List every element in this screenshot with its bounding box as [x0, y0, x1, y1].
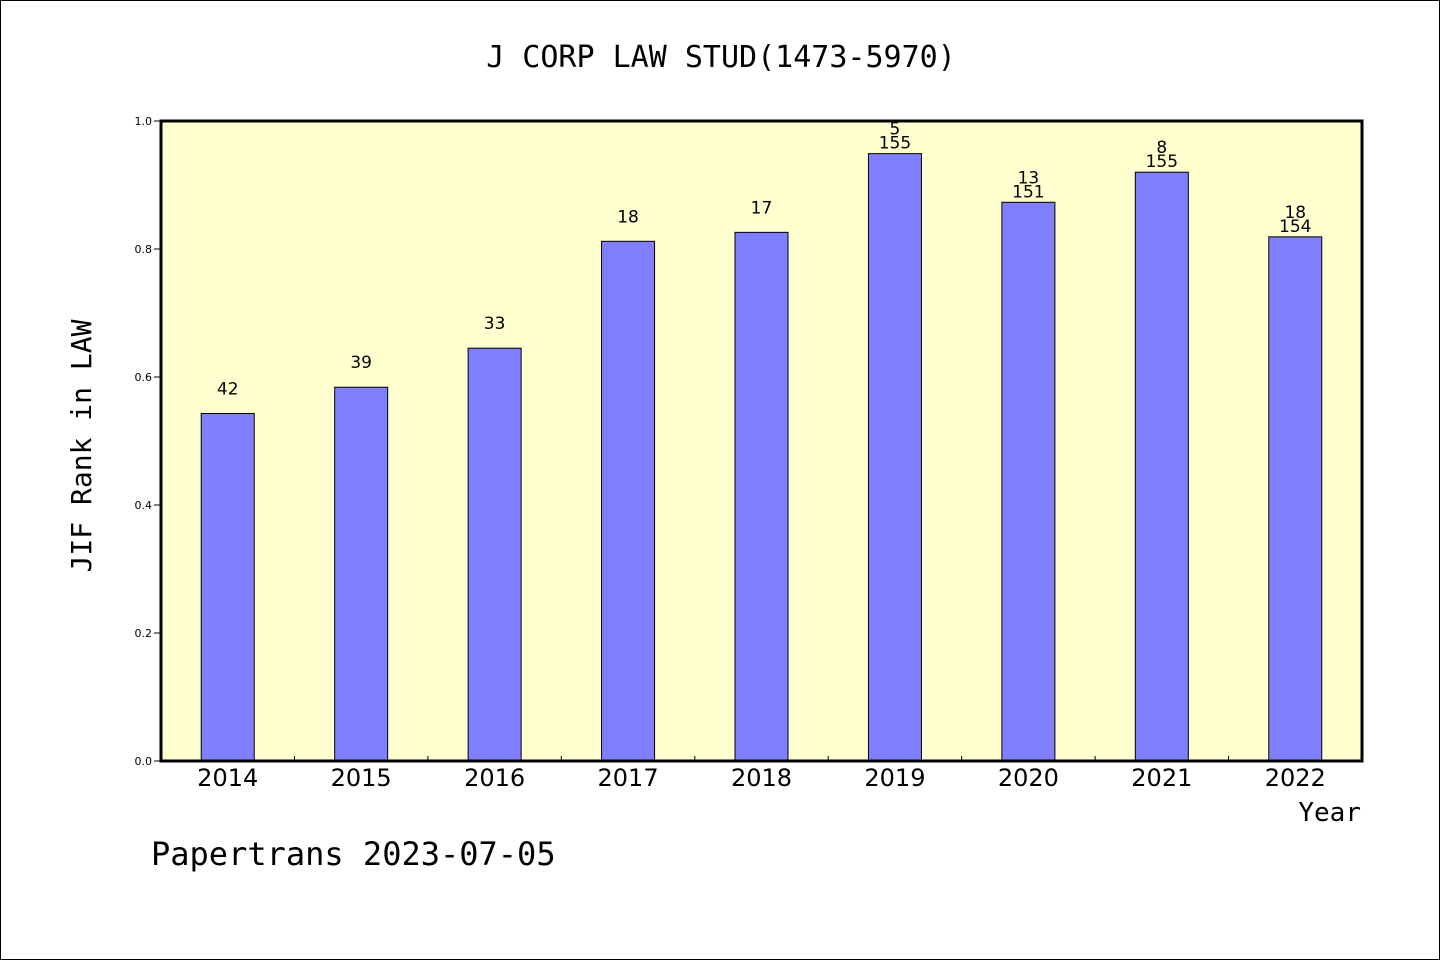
bar-2022 — [1268, 236, 1323, 762]
bar-label-rank-2015: 39 — [350, 353, 372, 373]
bar-2015 — [334, 386, 389, 762]
x-tick-label-2014: 2014 — [197, 764, 258, 792]
bar-label-rank-2022: 18 — [1284, 203, 1306, 223]
bar-2018 — [734, 231, 789, 762]
bar-2016 — [467, 347, 522, 762]
bar-label-rank-2017: 18 — [617, 207, 639, 227]
bar-label-rank-2016: 33 — [484, 314, 506, 334]
x-tick-label-2018: 2018 — [731, 764, 792, 792]
bar-2019 — [867, 153, 922, 762]
x-tick-label-2019: 2019 — [864, 764, 925, 792]
y-tick-label-0.6: 0.6 — [135, 371, 153, 384]
footer-credit: Papertrans 2023-07-05 — [151, 835, 556, 873]
bar-2017 — [601, 240, 656, 762]
y-tick-label-0.8: 0.8 — [135, 243, 153, 256]
y-tick-label-1.0: 1.0 — [135, 115, 153, 128]
bar-2021 — [1134, 171, 1189, 762]
x-axis-label: Year — [1298, 798, 1361, 828]
y-axis-label: JIF Rank in LAW — [65, 319, 98, 572]
x-tick-label-2021: 2021 — [1131, 764, 1192, 792]
x-tick-label-2020: 2020 — [998, 764, 1059, 792]
y-tick-label-0.2: 0.2 — [135, 627, 153, 640]
bars-group — [200, 153, 1323, 762]
bar-label-rank-2014: 42 — [217, 379, 239, 399]
bar-label-rank-2020: 13 — [1018, 168, 1040, 188]
x-tick-label-2016: 2016 — [464, 764, 525, 792]
bar-label-total-2020: 151 — [1012, 182, 1044, 202]
bar-label-total-2022: 154 — [1279, 217, 1311, 237]
x-tick-label-2015: 2015 — [331, 764, 392, 792]
x-axis: 2014 2015 2016 2017 2018 2019 2020 2021 2022 — [197, 756, 1326, 792]
bar-2020 — [1001, 201, 1056, 762]
bar-label-rank-2021: 8 — [1156, 138, 1167, 158]
y-axis: 0.0 0.2 0.4 0.6 0.8 1.0 — [135, 115, 161, 768]
bar-2014 — [200, 412, 255, 762]
bar-label-rank-2018: 17 — [751, 198, 773, 218]
bar-label-total-2019: 155 — [879, 134, 911, 154]
x-tick-label-2017: 2017 — [598, 764, 659, 792]
x-tick-label-2022: 2022 — [1265, 764, 1326, 792]
plot-border — [159, 119, 1364, 763]
chart-title: J CORP LAW STUD(1473-5970) — [486, 40, 956, 75]
y-tick-label-0.4: 0.4 — [135, 499, 153, 512]
bar-label-total-2021: 155 — [1146, 152, 1178, 172]
bar-label-rank-2019: 5 — [890, 120, 901, 140]
y-tick-label-0.0: 0.0 — [135, 755, 153, 768]
